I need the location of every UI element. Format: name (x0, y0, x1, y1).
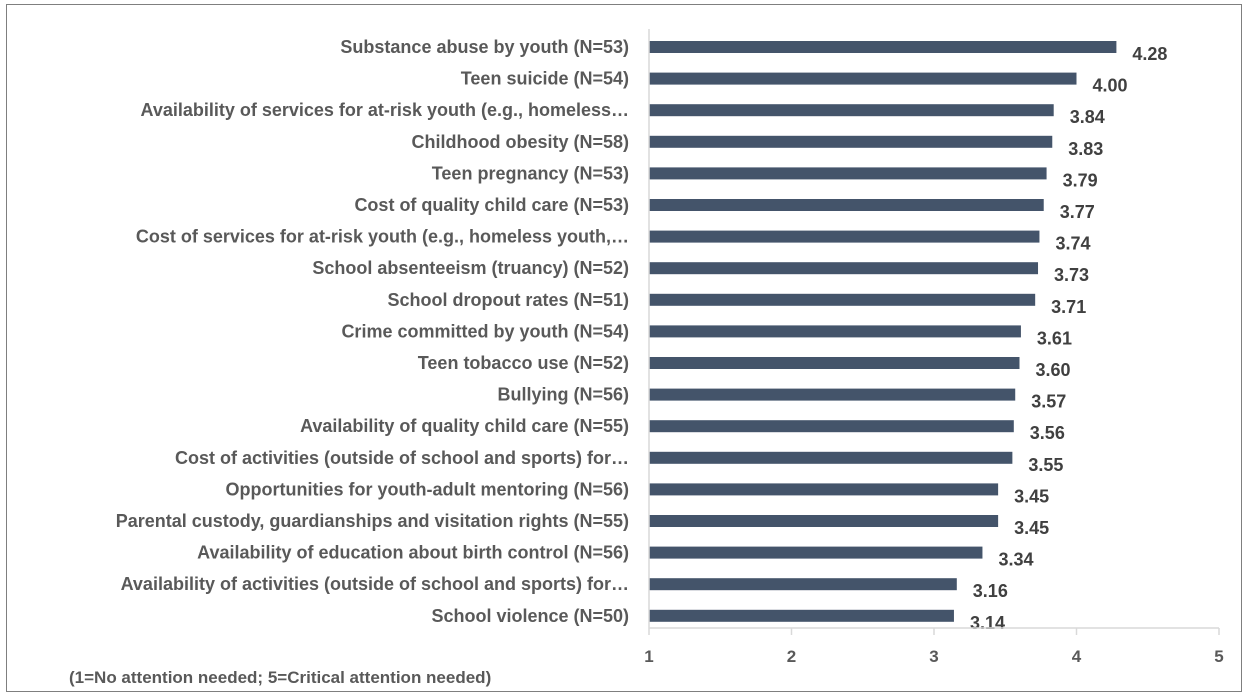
value-label-8: 3.71 (1051, 297, 1086, 317)
chart-frame: Substance abuse by youth (N=53) Teen suic… (6, 4, 1242, 692)
value-label-11: 3.57 (1031, 392, 1066, 412)
category-label-5: Cost of quality child care (N=53) (354, 195, 629, 215)
bar-16 (649, 546, 983, 559)
bar-12 (649, 420, 1014, 433)
x-ticks-group: 1 2 3 4 5 (644, 628, 1224, 666)
value-label-7: 3.73 (1054, 265, 1089, 285)
category-label-1: Teen suicide (N=54) (461, 69, 629, 89)
category-label-8: School dropout rates (N=51) (387, 290, 629, 310)
bar-1 (649, 72, 1077, 85)
value-label-12: 3.56 (1030, 423, 1065, 443)
value-label-14: 3.45 (1014, 486, 1049, 506)
category-label-6: Cost of services for at-risk youth (e.g.… (136, 227, 629, 247)
category-label-9: Crime committed by youth (N=54) (341, 321, 629, 341)
x-tick-label-4: 5 (1214, 647, 1223, 666)
x-tick-label-3: 4 (1072, 647, 1082, 666)
category-label-4: Teen pregnancy (N=53) (432, 163, 629, 183)
value-label-4: 3.79 (1063, 170, 1098, 190)
bar-11 (649, 388, 1016, 401)
bar-2 (649, 104, 1054, 117)
value-label-9: 3.61 (1037, 328, 1072, 348)
bar-13 (649, 451, 1013, 464)
category-label-12: Availability of quality child care (N=55… (300, 416, 629, 436)
value-label-15: 3.45 (1014, 518, 1049, 538)
value-label-10: 3.60 (1036, 360, 1071, 380)
bar-9 (649, 325, 1021, 338)
bar-4 (649, 167, 1047, 180)
value-label-6: 3.74 (1055, 234, 1090, 254)
bar-5 (649, 199, 1044, 211)
value-label-16: 3.34 (998, 550, 1033, 570)
category-label-3: Childhood obesity (N=58) (411, 132, 629, 152)
bar-3 (649, 135, 1053, 148)
bar-15 (649, 515, 999, 527)
category-label-14: Opportunities for youth-adult mentoring … (226, 479, 630, 499)
category-label-2: Availability of services for at-risk you… (141, 100, 630, 120)
category-label-7: School absenteeism (truancy) (N=52) (312, 258, 629, 278)
bar-14 (649, 483, 999, 496)
value-label-1: 4.00 (1093, 76, 1128, 96)
bar-17 (649, 578, 957, 591)
category-label-17: Availability of activities (outside of s… (121, 574, 629, 594)
value-label-18: 3.14 (970, 613, 1005, 633)
bars-group (649, 41, 1117, 622)
x-tick-label-0: 1 (644, 647, 653, 666)
category-label-18: School violence (N=50) (431, 606, 629, 626)
bar-18 (649, 609, 954, 622)
bar-7 (649, 262, 1039, 275)
value-label-2: 3.84 (1070, 107, 1105, 127)
bar-8 (649, 293, 1036, 306)
value-label-0: 4.28 (1132, 44, 1167, 64)
value-labels-group: 4.284.00 3.84 3.83 3.79 3.77 3.74 3.73 3.71 3.61… (970, 44, 1167, 633)
bar-6 (649, 230, 1040, 243)
category-label-13: Cost of activities (outside of school an… (175, 448, 629, 468)
x-tick-label-1: 2 (787, 647, 796, 666)
bar-chart: Substance abuse by youth (N=53) Teen suic… (69, 29, 1224, 687)
value-label-17: 3.16 (973, 581, 1008, 601)
value-label-3: 3.83 (1068, 139, 1103, 159)
value-label-13: 3.55 (1028, 455, 1063, 475)
category-label-10: Teen tobacco use (N=52) (418, 353, 629, 373)
x-tick-label-2: 3 (929, 647, 938, 666)
category-labels-group: Substance abuse by youth (N=53) Teen suic… (116, 37, 629, 626)
category-label-16: Availability of education about birth co… (197, 543, 629, 563)
category-label-11: Bullying (N=56) (497, 385, 629, 405)
bar-0 (649, 41, 1117, 53)
bar-10 (649, 357, 1020, 369)
category-label-0: Substance abuse by youth (N=53) (340, 37, 629, 57)
scale-note: (1=No attention needed; 5=Critical atten… (69, 668, 491, 687)
category-label-15: Parental custody, guardianships and visi… (116, 511, 629, 531)
value-label-5: 3.77 (1060, 202, 1095, 222)
